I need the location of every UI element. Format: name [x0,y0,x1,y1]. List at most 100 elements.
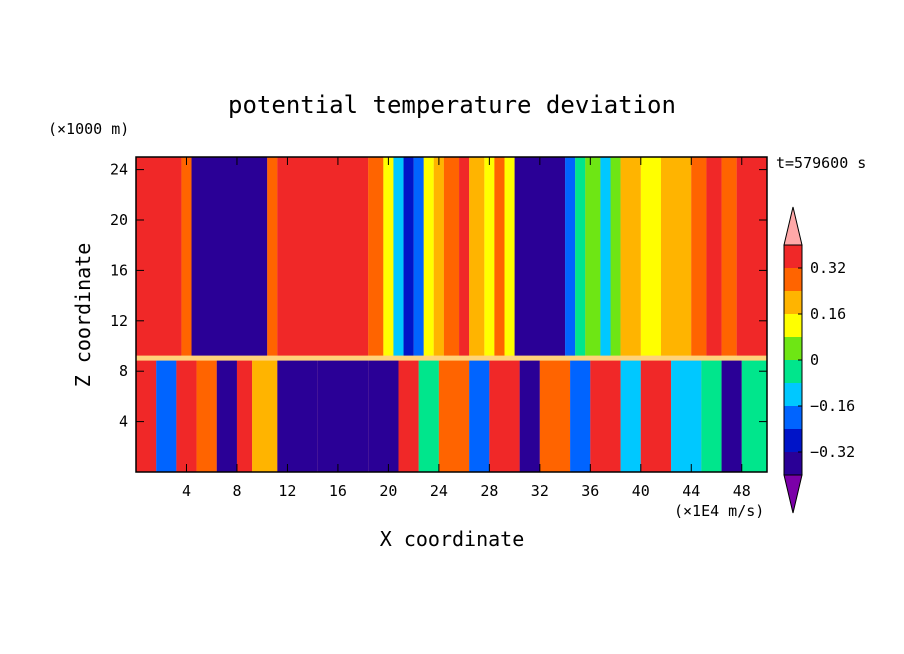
lower-column-9 [368,358,399,472]
upper-column-5 [368,157,384,359]
x-unit-label: (×1E4 m/s) [674,502,764,520]
upper-column-11 [433,157,444,359]
upper-column-20 [575,157,586,359]
lower-column-18 [590,358,621,472]
lower-column-23 [721,358,742,472]
upper-column-21 [585,157,601,359]
upper-column-26 [660,157,692,359]
upper-column-4 [277,157,369,359]
colorbar-box-3 [784,383,802,406]
y-tick-label-12: 12 [110,312,128,330]
upper-layer-columns [136,157,767,359]
lower-column-8 [317,358,369,472]
lower-column-0 [136,358,157,472]
colorbar-min-triangle [783,474,803,514]
colorbar-box-1 [784,429,802,452]
upper-column-2 [191,157,268,359]
colorbar-box-2 [784,406,802,429]
upper-column-6 [383,157,394,359]
lower-column-19 [620,358,641,472]
x-tick-label-32: 32 [531,482,549,500]
lower-column-2 [176,358,197,472]
colorbar-box-9 [784,245,802,268]
colorbar-labels: 0.32 0.16 0 −0.16 −0.32 [798,259,855,461]
lower-column-6 [252,358,278,472]
y-tick-label-8: 8 [119,362,128,380]
upper-column-1 [181,157,192,359]
colorbar-box-8 [784,268,802,291]
colorbar-label-4: −0.32 [810,443,855,461]
lower-column-7 [277,358,318,472]
x-tick-label-4: 4 [182,482,191,500]
y-tick-label-20: 20 [110,211,128,229]
x-tick-label-44: 44 [682,482,700,500]
lower-column-11 [418,358,439,472]
x-tick-label-28: 28 [480,482,498,500]
chart-title: potential temperature deviation [228,91,676,119]
upper-column-9 [413,157,424,359]
y-tick-label-16: 16 [110,261,128,279]
x-tick-label-40: 40 [632,482,650,500]
upper-column-8 [403,157,414,359]
plot-area [136,157,767,472]
upper-column-25 [640,157,661,359]
lower-column-4 [216,358,237,472]
lower-column-13 [469,358,490,472]
colorbar-label-0: 0.32 [810,259,846,277]
upper-column-28 [706,157,722,359]
y-tick-label-4: 4 [119,413,128,431]
lower-column-24 [741,358,767,472]
upper-column-29 [721,157,737,359]
x-tick-label-20: 20 [379,482,397,500]
interface-band [136,355,767,361]
colorbar [783,206,803,514]
upper-column-18 [514,157,566,359]
upper-column-19 [565,157,576,359]
lower-column-14 [489,358,520,472]
y-axis-label: Z coordinate [71,243,95,388]
colorbar-box-6 [784,314,802,337]
lower-column-15 [519,358,540,472]
colorbar-box-0 [784,452,802,475]
x-axis-label: X coordinate [380,527,525,551]
lower-column-16 [539,358,571,472]
lower-column-10 [398,358,419,472]
upper-column-15 [484,157,495,359]
upper-column-23 [610,157,621,359]
y-unit-label: (×1000 m) [48,120,129,138]
x-tick-label-24: 24 [430,482,448,500]
colorbar-label-1: 0.16 [810,305,846,323]
upper-column-24 [620,157,641,359]
x-tick-label-36: 36 [581,482,599,500]
x-tick-label-12: 12 [278,482,296,500]
lower-layer-columns [136,358,767,472]
lower-column-1 [156,358,177,472]
upper-column-14 [469,157,485,359]
upper-column-17 [504,157,515,359]
lower-column-20 [640,358,672,472]
upper-column-7 [393,157,404,359]
x-tick-label-16: 16 [329,482,347,500]
lower-column-3 [196,358,217,472]
upper-column-10 [423,157,434,359]
upper-column-30 [736,157,767,359]
upper-column-27 [691,157,707,359]
lower-column-21 [671,358,702,472]
colorbar-box-4 [784,360,802,383]
x-axis-ticks: 4 8 12 16 20 24 28 32 36 40 44 48 [182,157,751,500]
colorbar-label-3: −0.16 [810,397,855,415]
upper-column-0 [136,157,182,359]
lower-column-12 [438,358,470,472]
colorbar-max-triangle [783,206,803,246]
y-tick-label-24: 24 [110,161,128,179]
upper-column-16 [494,157,505,359]
lower-column-5 [236,358,253,472]
x-tick-label-48: 48 [733,482,751,500]
x-tick-label-8: 8 [232,482,241,500]
upper-column-13 [459,157,470,359]
upper-column-3 [267,157,278,359]
lower-column-22 [701,358,722,472]
upper-column-12 [443,157,460,359]
time-label: t=579600 s [776,154,866,172]
